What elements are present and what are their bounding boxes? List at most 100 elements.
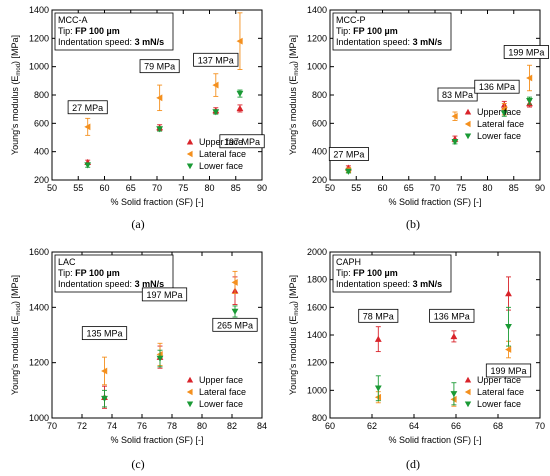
point-lower xyxy=(156,355,164,362)
annotation-label: 265 MPa xyxy=(217,320,253,330)
panel-caption: (b) xyxy=(406,217,420,231)
info-tip-prefix: Tip: xyxy=(58,268,75,278)
y-tick-label: 200 xyxy=(312,175,327,185)
point-upper xyxy=(450,332,458,340)
info-speed-value: 3 mN/s xyxy=(413,37,443,47)
annotation-box xyxy=(219,134,265,149)
x-tick-label: 85 xyxy=(231,183,241,193)
point-lower xyxy=(450,391,458,398)
y-axis-label-main: Young's modulus (E xyxy=(288,76,298,155)
x-tick-label: 90 xyxy=(257,183,267,193)
info-tip-prefix: Tip: xyxy=(336,26,353,36)
panel-caption: (a) xyxy=(131,217,144,231)
info-tip-value: FP 100 µm xyxy=(353,26,398,36)
info-tip: Tip: FP 100 µm xyxy=(336,268,398,278)
annotation-box xyxy=(67,100,108,115)
x-tick-label: 55 xyxy=(73,183,83,193)
y-tick-label: 1000 xyxy=(307,385,327,395)
y-tick-label: 200 xyxy=(34,175,49,185)
x-tick-label: 70 xyxy=(152,183,162,193)
info-material: MCC-A xyxy=(58,15,88,25)
info-speed-value: 3 mN/s xyxy=(413,279,443,289)
point-lateral xyxy=(84,123,91,131)
x-axis-label: % Solid fraction (SF) [-] xyxy=(388,197,481,207)
info-tip: Tip: FP 100 µm xyxy=(336,26,398,36)
y-axis-label-tail: ) [MPa] xyxy=(10,35,20,64)
annotation-label: 83 MPa xyxy=(442,90,473,100)
info-speed-prefix: Indentation speed: xyxy=(58,37,135,47)
y-tick-label: 1400 xyxy=(307,330,327,340)
plot-frame xyxy=(51,251,263,419)
point-lower xyxy=(500,110,508,117)
x-tick-label: 65 xyxy=(404,183,414,193)
x-tick-label: 80 xyxy=(482,183,492,193)
point-lower xyxy=(526,97,533,105)
annotation-label: 199 MPa xyxy=(508,48,544,58)
x-tick-label: 70 xyxy=(47,421,57,431)
info-speed-value: 3 mN/s xyxy=(135,279,165,289)
x-tick-label: 80 xyxy=(197,421,207,431)
annotation-label: 78 MPa xyxy=(363,311,394,321)
legend-marker-lateral xyxy=(186,150,193,158)
info-speed: Indentation speed: 3 mN/s xyxy=(58,279,164,289)
annotation-label: 197 MPa xyxy=(224,137,260,147)
y-tick-label: 1200 xyxy=(29,358,49,368)
x-axis-label: % Solid fraction (SF) [-] xyxy=(110,197,203,207)
legend-label: Lateral face xyxy=(199,387,246,397)
annotation-label: 197 MPa xyxy=(146,290,182,300)
info-speed-value: 3 mN/s xyxy=(135,37,165,47)
point-lower xyxy=(344,168,352,175)
info-tip-prefix: Tip: xyxy=(58,26,75,36)
y-axis-label-sub: mod xyxy=(16,64,22,76)
y-tick-label: 400 xyxy=(34,147,49,157)
x-tick-label: 78 xyxy=(167,421,177,431)
x-tick-label: 82 xyxy=(227,421,237,431)
info-tip-value: FP 100 µm xyxy=(353,268,398,278)
x-tick-label: 50 xyxy=(325,183,335,193)
annotation-label: 136 MPa xyxy=(434,311,470,321)
annotation-box xyxy=(328,147,369,161)
point-lower xyxy=(84,162,92,169)
point-lateral xyxy=(212,81,219,89)
x-tick-label: 55 xyxy=(351,183,361,193)
info-tip-prefix: Tip: xyxy=(336,268,353,278)
x-tick-label: 50 xyxy=(47,183,57,193)
point-upper xyxy=(374,335,382,342)
annotation-box xyxy=(358,308,399,323)
y-tick-label: 1800 xyxy=(307,275,327,285)
annotation-label: 27 MPa xyxy=(333,150,364,160)
x-tick-label: 60 xyxy=(377,183,387,193)
y-axis-label-main: Young's modulus (E xyxy=(10,316,20,395)
legend-marker-lower xyxy=(464,133,472,140)
x-tick-label: 75 xyxy=(178,183,188,193)
annotation-label: 135 MPa xyxy=(86,329,122,339)
x-tick-label: 85 xyxy=(509,183,519,193)
y-tick-label: 800 xyxy=(312,413,327,423)
y-tick-label: 1400 xyxy=(29,302,49,312)
x-tick-label: 68 xyxy=(493,421,503,431)
y-tick-label: 1000 xyxy=(307,62,327,72)
x-tick-label: 60 xyxy=(99,183,109,193)
x-tick-label: 60 xyxy=(325,421,335,431)
chart-panel-d: 60 62 64 66 68 70 800 1000 1200 1400 1600 1800 2000%… xyxy=(288,247,545,471)
annotation-box xyxy=(141,287,188,302)
x-tick-label: 76 xyxy=(137,421,147,431)
info-box-frame xyxy=(54,254,174,293)
y-axis-label-tail: ) [MPa] xyxy=(10,275,20,304)
y-tick-label: 1200 xyxy=(307,358,327,368)
legend-marker-lateral xyxy=(186,388,193,396)
point-lower xyxy=(451,139,459,146)
y-axis-label: Young's modulus (Emod) [MPa] xyxy=(288,35,300,155)
legend-label: Lower face xyxy=(199,161,243,171)
y-tick-label: 400 xyxy=(312,147,327,157)
legend-marker-lower xyxy=(186,401,194,408)
point-lateral xyxy=(231,279,238,286)
point-lower xyxy=(156,126,164,133)
point-lateral xyxy=(505,346,512,353)
point-lower xyxy=(374,385,382,392)
info-tip: Tip: FP 100 µm xyxy=(58,268,120,278)
legend-label: Lateral face xyxy=(199,149,246,159)
info-speed: Indentation speed: 3 mN/s xyxy=(336,279,442,289)
